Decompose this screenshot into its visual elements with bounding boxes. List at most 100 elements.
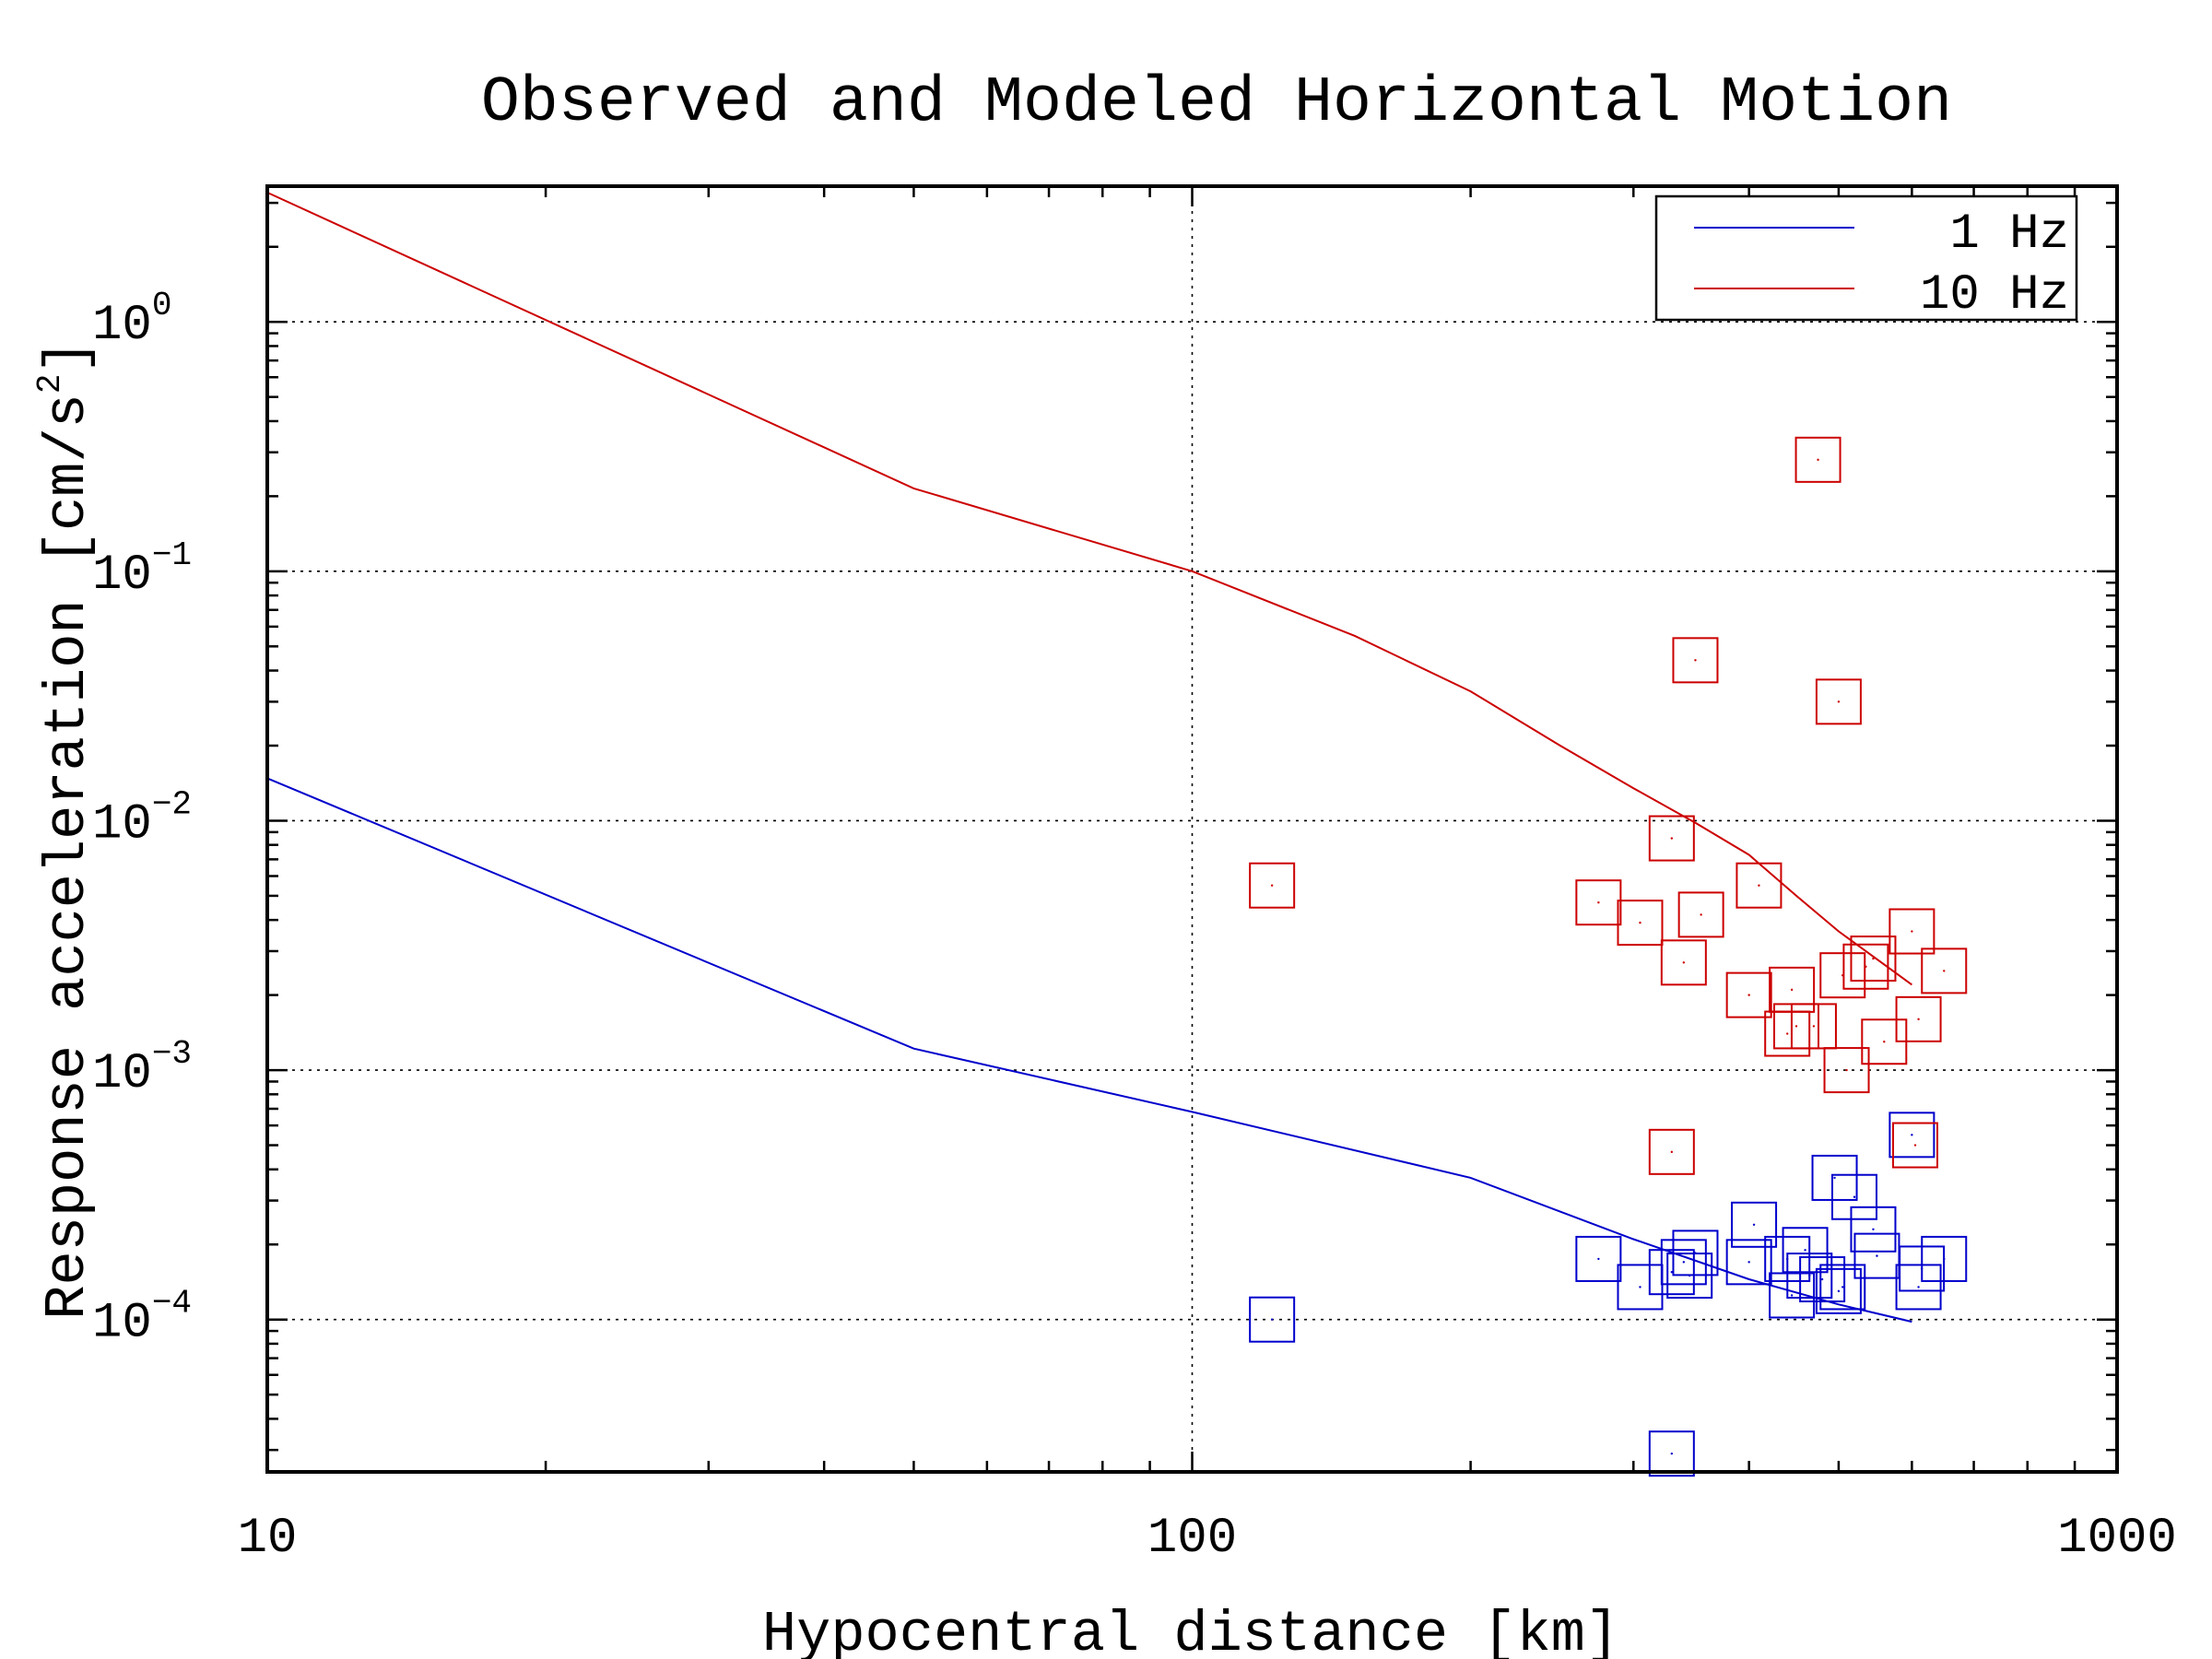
observed-point-center-10hz — [1270, 884, 1274, 887]
y-tick-label: 10−3 — [92, 1035, 192, 1102]
observed-point-10hz — [1888, 908, 1936, 955]
observed-point-center-1hz — [1837, 1289, 1841, 1293]
observed-point-center-10hz — [1670, 1150, 1674, 1154]
x-tick-labels: 10 100 1000 — [238, 1511, 2177, 1567]
observed-point-1hz — [1888, 1112, 1936, 1159]
observed-point-1hz — [1850, 1206, 1897, 1253]
observed-point-10hz — [1842, 943, 1889, 990]
observed-point-center-10hz — [1872, 957, 1875, 960]
observed-point-10hz — [1672, 637, 1719, 684]
observed-point-10hz — [1648, 1128, 1695, 1175]
y-tick-label: 10−4 — [92, 1285, 192, 1352]
observed-point-center-10hz — [1758, 884, 1760, 887]
observed-point-center-1hz — [1820, 1277, 1824, 1281]
observed-point-center-1hz — [1841, 1286, 1844, 1288]
observed-point-center-1hz — [1790, 1294, 1794, 1297]
y-axis-label-exponent: 2 — [31, 374, 69, 394]
observed-point-center-1hz — [1670, 1270, 1674, 1274]
y-tick-label: 10−2 — [92, 785, 192, 853]
observed-point-1hz — [1786, 1253, 1833, 1300]
observed-point-center-1hz — [1694, 1252, 1697, 1254]
observed-point-center-10hz — [1845, 1068, 1848, 1072]
observed-point-center-10hz — [1700, 913, 1702, 916]
observed-point-center-1hz — [1876, 1254, 1878, 1257]
y-tick-label-base: 10 — [92, 298, 152, 354]
observed-point-10hz — [1648, 815, 1695, 862]
y-tick-label-base: 10 — [92, 796, 152, 853]
y-tick-label-base: 10 — [92, 547, 152, 604]
observed-point-10hz — [1921, 947, 1968, 994]
observed-point-center-10hz — [1817, 458, 1819, 462]
observed-point-center-10hz — [1883, 1041, 1886, 1043]
y-tick-label-exponent: −2 — [152, 785, 192, 823]
observed-point-1hz — [1725, 1239, 1772, 1286]
legend: 1 Hz 10 Hz — [1654, 194, 2078, 324]
observed-point-center-1hz — [1808, 1274, 1811, 1277]
observed-point-center-1hz — [1752, 1223, 1756, 1227]
observed-point-10hz — [1823, 1047, 1870, 1094]
observed-point-1hz — [1660, 1239, 1707, 1286]
legend-label-1hz: 1 Hz — [1949, 206, 2069, 263]
observed-point-center-1hz — [1747, 1261, 1750, 1264]
observed-point-center-10hz — [1794, 1025, 1798, 1028]
plot-frame — [265, 184, 2119, 1474]
observed-point-1hz — [1831, 1173, 1878, 1220]
observed-point-center-1hz — [1682, 1261, 1686, 1264]
y-tick-label-exponent: −1 — [152, 536, 192, 574]
observed-point-10hz — [1677, 891, 1724, 938]
model-line-1hz — [266, 777, 1912, 1324]
y-tick-label: 10−1 — [92, 536, 192, 604]
chart-title: Observed and Modeled Horizontal Motion — [481, 67, 1952, 140]
observed-point-center-10hz — [1639, 921, 1641, 924]
observed-point-10hz — [1850, 935, 1897, 982]
x-axis-label: Hypocentral distance [km] — [762, 1602, 1619, 1659]
observed-point-10hz — [1249, 862, 1296, 909]
observed-point-center-1hz — [1833, 1176, 1836, 1180]
observed-point-center-10hz — [1597, 901, 1600, 904]
observed-point-center-10hz — [1865, 965, 1867, 968]
observed-point-1hz — [1249, 1296, 1296, 1343]
observed-point-10hz — [1790, 1003, 1837, 1050]
legend-box — [1654, 194, 2078, 322]
observed-point-10hz — [1735, 862, 1783, 909]
observed-point-10hz — [1891, 1122, 1938, 1169]
observed-point-10hz — [1617, 900, 1664, 947]
observed-point-center-1hz — [1804, 1249, 1806, 1252]
observed-point-1hz — [1648, 1249, 1695, 1296]
x-tick-label: 10 — [238, 1511, 298, 1567]
observed-point-center-10hz — [1682, 961, 1686, 964]
observed-point-center-1hz — [1911, 1134, 1913, 1136]
observed-point-1hz — [1782, 1227, 1829, 1274]
observed-point-center-10hz — [1670, 837, 1674, 840]
observed-point-10hz — [1794, 436, 1841, 483]
observed-point-center-1hz — [1597, 1257, 1600, 1261]
grid-lines — [267, 186, 2117, 1472]
observed-point-1hz — [1921, 1235, 1968, 1282]
observed-point-center-10hz — [1694, 659, 1697, 662]
x-tick-label: 100 — [1147, 1511, 1237, 1567]
observed-point-center-1hz — [1917, 1286, 1920, 1288]
observed-point-1hz — [1769, 1272, 1816, 1319]
y-axis-label: Response acceleration [cm/s2] — [31, 339, 100, 1319]
observed-point-center-1hz — [1853, 1195, 1856, 1198]
observed-point-center-1hz — [1943, 1257, 1946, 1261]
observed-point-1hz — [1811, 1154, 1858, 1201]
observed-point-center-10hz — [1747, 994, 1750, 996]
observed-point-1hz — [1815, 1267, 1862, 1314]
observed-point-center-10hz — [1913, 1144, 1917, 1147]
y-tick-label-exponent: −3 — [152, 1035, 192, 1073]
observed-point-10hz — [1895, 995, 1942, 1042]
y-axis-label-prefix: Response acceleration [cm/s — [35, 394, 100, 1320]
observed-point-10hz — [1725, 971, 1772, 1018]
observed-point-1hz — [1895, 1264, 1942, 1311]
observed-point-center-10hz — [1943, 970, 1946, 972]
plot-area — [266, 191, 1968, 1477]
y-tick-label-base: 10 — [92, 1046, 152, 1102]
observed-point-center-1hz — [1270, 1318, 1274, 1321]
observed-point-center-10hz — [1812, 1025, 1816, 1028]
observed-point-1hz — [1575, 1235, 1622, 1282]
y-tick-label-base: 10 — [92, 1296, 152, 1352]
y-tick-label: 100 — [92, 287, 171, 354]
x-tick-label: 1000 — [2057, 1511, 2177, 1567]
observed-point-center-10hz — [1790, 988, 1794, 992]
